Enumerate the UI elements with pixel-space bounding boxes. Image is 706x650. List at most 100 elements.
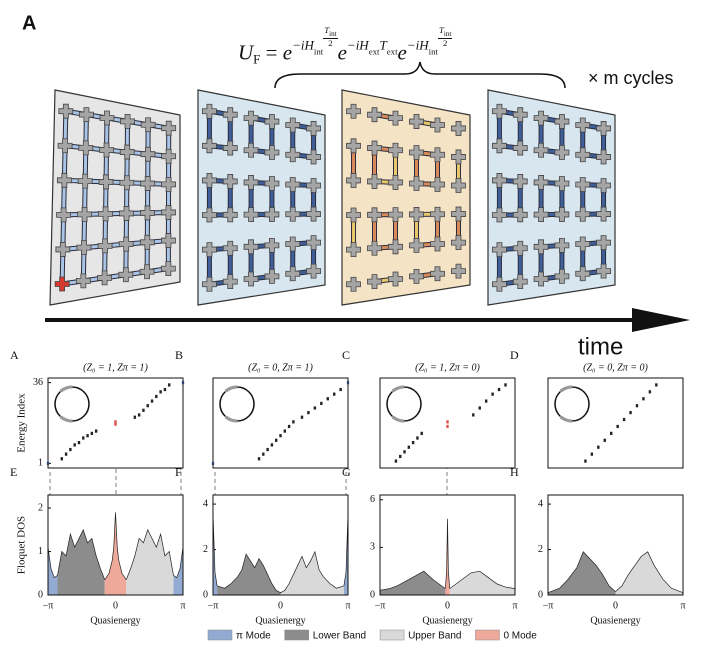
inset-dot <box>61 417 65 421</box>
qubit-cross <box>77 206 92 222</box>
inset-dot <box>392 415 396 419</box>
area-fill <box>380 571 446 595</box>
qubit-cross <box>346 103 361 119</box>
qubit-cross <box>58 103 74 119</box>
fraction-numerator: Tint <box>323 25 338 40</box>
qubit-cross <box>99 110 115 126</box>
inset-dot <box>234 385 238 389</box>
qubit-cross <box>119 206 134 221</box>
scatter-point <box>504 383 507 387</box>
subplot-title: (Z₀ = 1, Zπ = 0) <box>415 362 480 373</box>
inset-dot <box>60 415 64 419</box>
formula-fraction: Tint 2 <box>437 25 453 48</box>
qubit-cross <box>596 206 611 222</box>
inset-dot <box>397 386 401 390</box>
lattice-panel <box>341 89 471 306</box>
qubit-cross <box>492 207 507 223</box>
scatter-point <box>133 415 137 419</box>
area-fill <box>615 551 683 595</box>
qubit-cross <box>367 240 382 256</box>
formula-token: int <box>313 46 324 57</box>
formula-token: e <box>282 40 293 65</box>
qubit-cross <box>306 206 321 222</box>
qubit-cross <box>575 117 591 133</box>
y-tick-label: 0 <box>38 589 43 600</box>
qubit-cross <box>161 205 176 220</box>
qubit-cross <box>512 140 528 156</box>
scatter-point <box>339 387 342 392</box>
scatter-point <box>159 390 162 394</box>
qubit-cross <box>56 207 72 223</box>
qubit-cross <box>119 175 135 191</box>
qubit-cross <box>409 268 424 284</box>
qubit-cross <box>264 268 280 284</box>
formula-token: −iH <box>292 37 314 53</box>
plot-frame <box>212 494 349 596</box>
qubit-cross <box>409 145 424 160</box>
scatter-point <box>407 445 411 449</box>
qubit-cross <box>55 242 71 257</box>
formula-token: U <box>238 40 254 65</box>
y-tick-label: 36 <box>33 377 43 388</box>
inset-dot <box>561 387 565 391</box>
brace <box>274 61 566 89</box>
qubit-cross <box>161 176 176 192</box>
panel-letter: C <box>342 348 350 362</box>
qubit-cross <box>118 267 134 283</box>
y-tick-label: 2 <box>38 502 43 513</box>
qubit-cross <box>243 110 259 126</box>
qubit-cross <box>79 107 94 123</box>
qubit-cross <box>512 240 528 256</box>
qubit-cross <box>430 117 445 133</box>
inset-dot <box>232 385 236 389</box>
y-tick-label: 3 <box>370 542 375 553</box>
panel-letter: F <box>175 465 182 479</box>
formula-token: −iH <box>406 37 429 53</box>
qubit-cross <box>140 205 155 221</box>
qubit-cross <box>346 276 361 292</box>
x-tick-label: −π <box>375 600 386 611</box>
qubit-cross <box>533 142 549 158</box>
scatter-point <box>168 383 171 387</box>
qubit-cross <box>139 264 155 280</box>
scatter-point <box>635 404 639 408</box>
scatter-point <box>69 447 72 452</box>
inset-dot <box>567 385 571 389</box>
qubit-cross <box>140 146 156 162</box>
formula-token: −iH <box>346 37 369 53</box>
legend-label: 0 Mode <box>503 631 537 642</box>
inset-dot <box>234 419 238 423</box>
subplot: B (Z₀ = 0, Zπ = 1) <box>175 348 350 469</box>
plot-frame <box>379 494 516 596</box>
formula-token: int <box>428 46 438 57</box>
qubit-cross <box>139 234 155 250</box>
qubit-cross <box>119 144 135 160</box>
qubit-cross <box>78 140 94 156</box>
scatter-point <box>416 436 419 440</box>
inset-circle <box>219 386 255 422</box>
y-tick-label: 1 <box>38 458 43 469</box>
y-tick-label: 4 <box>203 498 208 509</box>
scatter-point <box>616 424 619 429</box>
qubit-cross <box>596 149 611 165</box>
y-tick-label: 0 <box>203 589 208 600</box>
x-tick-label: π <box>680 600 685 611</box>
qubit-cross <box>306 149 321 165</box>
panel-letter: G <box>342 465 351 479</box>
lattice-plate <box>49 89 181 306</box>
scatter-point <box>155 394 158 399</box>
qubit-cross <box>430 147 445 163</box>
formula-fraction: Tint 2 <box>323 25 338 48</box>
scatter-point <box>64 452 68 456</box>
qubit-cross <box>575 147 591 163</box>
legend-swatch <box>475 629 500 641</box>
qubit-cross <box>346 242 361 258</box>
lattice-panel <box>487 89 616 306</box>
scatter-point <box>77 441 81 445</box>
qubit-cross <box>554 238 570 253</box>
inset-dot <box>399 385 403 389</box>
qubit-cross <box>409 176 424 191</box>
qubit-cross <box>451 149 466 165</box>
formula-token: F <box>253 51 261 67</box>
